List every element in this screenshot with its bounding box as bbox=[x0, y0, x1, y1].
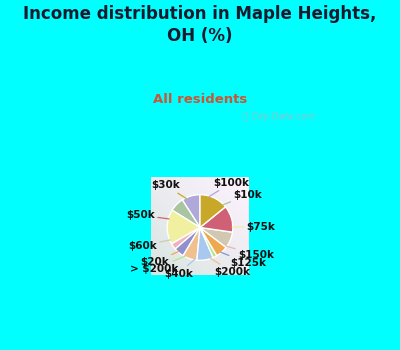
Wedge shape bbox=[197, 228, 213, 260]
Text: $50k: $50k bbox=[126, 210, 169, 220]
Text: ⓘ City-Data.com: ⓘ City-Data.com bbox=[243, 112, 315, 121]
Text: > $200k: > $200k bbox=[130, 256, 185, 274]
Text: $40k: $40k bbox=[164, 259, 195, 279]
Wedge shape bbox=[182, 195, 200, 228]
Wedge shape bbox=[200, 228, 217, 258]
Wedge shape bbox=[200, 228, 226, 256]
Text: $150k: $150k bbox=[226, 246, 274, 260]
Text: All residents: All residents bbox=[153, 93, 247, 106]
Wedge shape bbox=[175, 228, 200, 256]
Text: $100k: $100k bbox=[209, 178, 249, 197]
Text: $200k: $200k bbox=[210, 258, 250, 277]
Text: $75k: $75k bbox=[232, 222, 276, 232]
Text: $20k: $20k bbox=[140, 252, 178, 267]
Wedge shape bbox=[167, 210, 200, 244]
Wedge shape bbox=[183, 228, 200, 260]
Wedge shape bbox=[200, 228, 232, 247]
Wedge shape bbox=[172, 228, 200, 249]
Text: Income distribution in Maple Heights,
OH (%): Income distribution in Maple Heights, OH… bbox=[23, 5, 377, 45]
Text: $30k: $30k bbox=[151, 180, 186, 198]
Wedge shape bbox=[200, 195, 226, 228]
Text: $125k: $125k bbox=[221, 252, 266, 268]
Text: $10k: $10k bbox=[223, 190, 262, 205]
Wedge shape bbox=[172, 200, 200, 228]
Wedge shape bbox=[200, 207, 233, 232]
Text: $60k: $60k bbox=[128, 240, 170, 251]
